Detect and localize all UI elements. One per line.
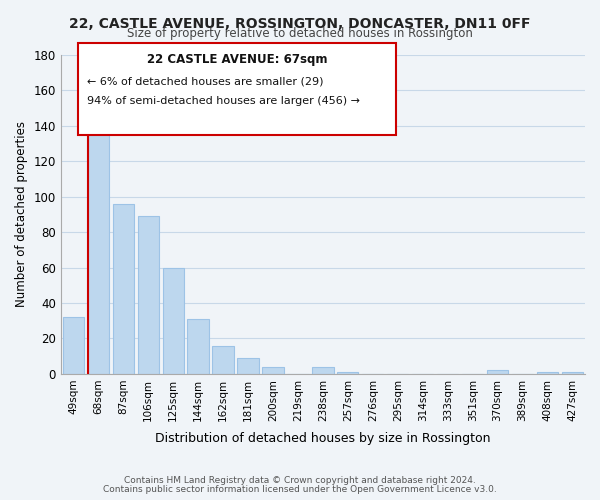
Text: Contains public sector information licensed under the Open Government Licence v3: Contains public sector information licen…: [103, 485, 497, 494]
Bar: [487, 370, 508, 374]
Bar: [212, 346, 233, 374]
Bar: [137, 216, 159, 374]
Bar: [113, 204, 134, 374]
Text: Contains HM Land Registry data © Crown copyright and database right 2024.: Contains HM Land Registry data © Crown c…: [124, 476, 476, 485]
Bar: [262, 367, 284, 374]
Text: Size of property relative to detached houses in Rossington: Size of property relative to detached ho…: [127, 28, 473, 40]
Bar: [163, 268, 184, 374]
Bar: [537, 372, 558, 374]
Text: 94% of semi-detached houses are larger (456) →: 94% of semi-detached houses are larger (…: [87, 96, 360, 106]
Bar: [187, 319, 209, 374]
X-axis label: Distribution of detached houses by size in Rossington: Distribution of detached houses by size …: [155, 432, 491, 445]
Y-axis label: Number of detached properties: Number of detached properties: [15, 122, 28, 308]
Text: 22 CASTLE AVENUE: 67sqm: 22 CASTLE AVENUE: 67sqm: [147, 54, 327, 66]
Bar: [238, 358, 259, 374]
Text: 22, CASTLE AVENUE, ROSSINGTON, DONCASTER, DN11 0FF: 22, CASTLE AVENUE, ROSSINGTON, DONCASTER…: [69, 18, 531, 32]
Text: ← 6% of detached houses are smaller (29): ← 6% of detached houses are smaller (29): [87, 76, 323, 86]
Bar: [562, 372, 583, 374]
Bar: [62, 317, 84, 374]
Bar: [312, 367, 334, 374]
Bar: [88, 126, 109, 374]
Bar: [337, 372, 358, 374]
